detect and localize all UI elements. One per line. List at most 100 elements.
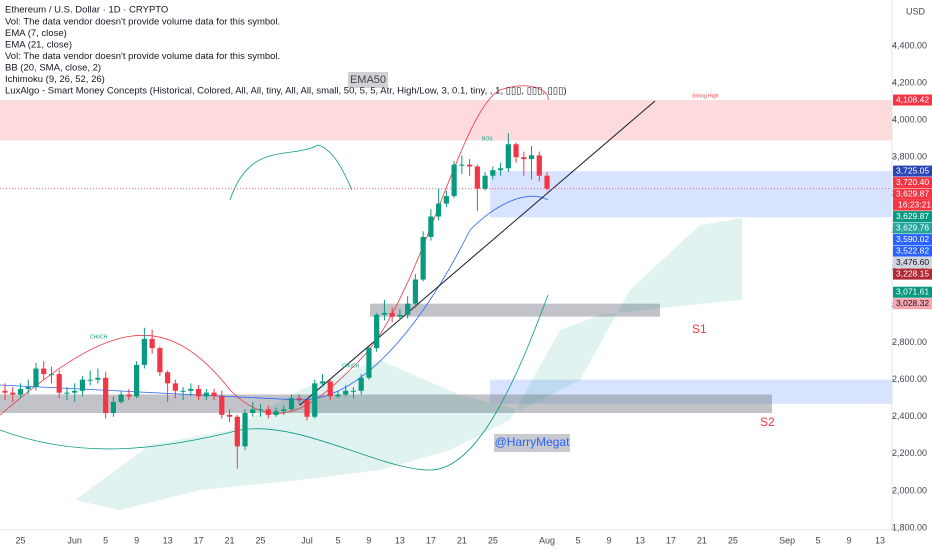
candle-body [405,303,411,315]
candle-body [412,279,418,304]
legend-line: Ichimoku (9, 26, 52, 26) [5,74,105,85]
candle-body [513,144,519,158]
candle-body [497,168,504,171]
bollinger-upper [0,85,549,416]
candle-body [41,368,47,375]
y-tick-label: 3,800.00 [892,152,927,162]
countdown: 16:23:21 [898,199,931,209]
candle-body [126,394,132,397]
candle-body [172,383,178,391]
candle-body [48,374,55,376]
chart-title: Ethereum / U.S. Dollar · 1D · CRYPTO [5,5,168,16]
x-tick-label: Jul [301,535,313,545]
candle-body [490,170,496,176]
y-tick-label: 4,000.00 [892,115,927,125]
candle-body [482,175,488,189]
y-tick-label: 2,800.00 [892,337,927,347]
candle-body [195,388,202,397]
candle-body [505,144,511,169]
candle-body [203,392,209,397]
price-label: 3,522.82 [896,245,929,255]
candle-body [33,368,39,388]
candle-body [141,338,147,365]
zone [490,171,892,218]
candle-body [451,164,457,197]
x-tick-label: 5 [103,535,108,545]
candle-body [459,164,465,166]
candle-body [95,377,101,380]
ichimoku-lagging [229,144,353,201]
candle-body [211,392,217,397]
x-tick-label: 13 [163,535,173,545]
countdown-bg [893,199,932,211]
candle-body [443,196,449,204]
x-tick-label: Aug [539,535,555,545]
x-tick-label: 21 [225,535,235,545]
candle-body [2,390,8,393]
legend-line: Vol: The data vendor doesn't provide vol… [5,51,280,62]
legend-line: LuxAlgo - Smart Money Concepts (Historic… [5,86,567,97]
candle-body [350,390,357,392]
candle-body [265,409,271,415]
price-label-bg [893,211,932,223]
zone [370,303,660,317]
candle-body [420,236,426,280]
legend-line: EMA (7, close) [5,28,67,39]
s1-label: S1 [692,322,707,336]
price-label: 3,028.32 [896,298,929,308]
ema50-badge [348,72,388,88]
candle-body [436,203,442,217]
candle-body [273,411,279,415]
candle-body [180,390,186,392]
x-tick-label: Jun [67,535,82,545]
candle-body [366,348,372,378]
x-tick-label: 21 [457,535,467,545]
candle-body [389,312,395,317]
price-label: 3,720.40 [896,177,929,187]
price-label: 3,071.61 [896,286,929,296]
ema-line [0,195,549,401]
y-tick-label: 1,800.00 [892,522,927,532]
candle-body [358,377,364,391]
x-tick-label: 17 [194,535,204,545]
zone [0,100,892,141]
x-tick-label: 5 [816,535,821,545]
strong-high-label: Strong High [692,93,719,99]
x-tick-label: 25 [488,535,498,545]
x-tick-label: 13 [395,535,405,545]
price-label: 3,476.60 [896,257,929,267]
y-tick-label: 2,600.00 [892,374,927,384]
bos-label: BOS [482,136,493,142]
x-tick-label: Sep [779,535,795,545]
candle-body [17,388,24,395]
ema50-label: EMA50 [350,74,386,86]
x-tick-label: 25 [15,535,25,545]
candle-body [257,409,264,411]
candle-body [381,312,388,315]
candle-body [288,398,295,410]
candle-body [544,175,550,189]
y-tick-label: 2,200.00 [892,448,927,458]
choch-label: CHoCH [342,363,360,369]
candle-body [103,377,109,414]
candle-body [165,372,171,384]
s2-label: S2 [760,415,775,429]
candle-body [157,348,163,373]
x-tick-label: 17 [666,535,676,545]
price-label-bg [893,268,932,280]
candle-body [428,216,434,237]
candle-body [234,416,240,447]
candle-body [64,392,70,394]
watermark: @HarryMegat [495,435,571,449]
candle-body [467,164,473,167]
candle-body [242,413,248,447]
price-label-bg [893,188,932,200]
candle-body [281,409,287,412]
watermark-badge [494,434,570,452]
candle-body [250,409,256,414]
price-label: 3,590.02 [896,234,929,244]
zone [0,394,772,414]
price-label: 3,629.87 [896,211,929,221]
candle-body [397,314,403,317]
y-tick-label: 4,200.00 [892,77,927,87]
